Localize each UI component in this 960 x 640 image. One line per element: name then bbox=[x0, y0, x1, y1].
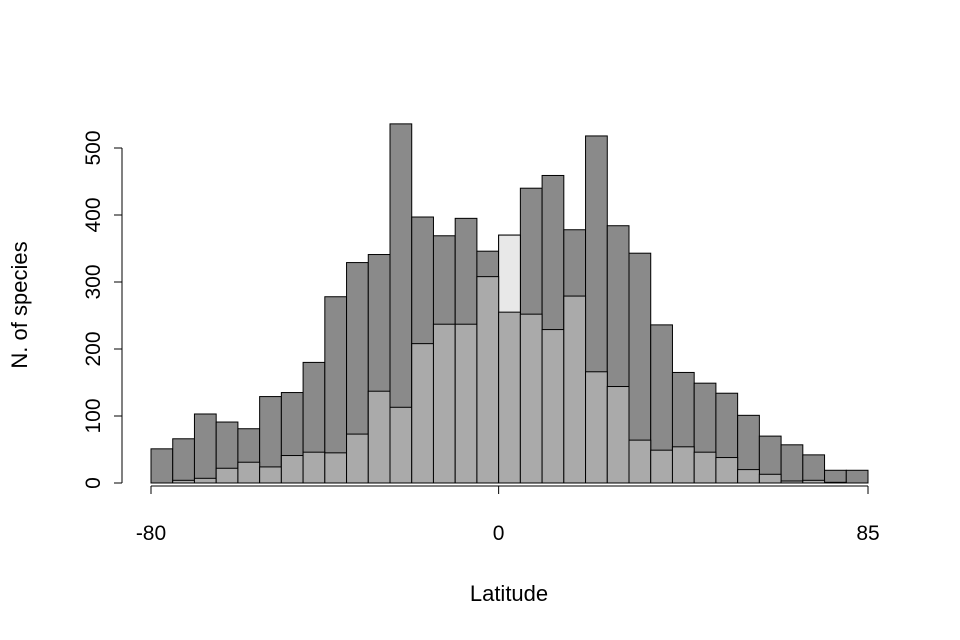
bar-series3-bin18 bbox=[519, 313, 543, 484]
bar-series3-bin10 bbox=[346, 433, 369, 484]
bar-series1-bin2 bbox=[172, 438, 195, 484]
bar-series3-bin6 bbox=[259, 466, 282, 484]
bar-series3-bin5 bbox=[237, 461, 261, 484]
bar-series3-bin23 bbox=[628, 439, 652, 484]
bar-series3-bin7 bbox=[280, 455, 304, 484]
bar-series3-bin22 bbox=[606, 386, 630, 484]
bar-series3-bin13 bbox=[411, 343, 434, 484]
x-tick-label: -80 bbox=[136, 522, 166, 545]
bar-series3-bin19 bbox=[541, 329, 565, 484]
bar-series3-bin32 bbox=[824, 481, 847, 484]
y-tick-label: 0 bbox=[82, 477, 105, 489]
y-tick-label: 400 bbox=[82, 197, 105, 232]
bar-series3-bin31 bbox=[802, 479, 826, 484]
bars-group bbox=[150, 123, 869, 484]
bar-series3-bin28 bbox=[737, 469, 760, 484]
y-axis: 0 100 200 300 400 500 bbox=[82, 130, 123, 489]
bar-series1-bin33 bbox=[845, 469, 869, 484]
bar-series1-bin1 bbox=[150, 448, 174, 484]
bar-series3-bin26 bbox=[693, 451, 717, 484]
bar-series1-bin30 bbox=[780, 444, 804, 484]
x-axis-title: Latitude bbox=[470, 581, 548, 606]
x-axis: -80 0 85 bbox=[136, 485, 880, 545]
bar-series3-bin20 bbox=[563, 295, 587, 484]
bar-series3-bin25 bbox=[671, 446, 695, 484]
bar-series3-bin2 bbox=[172, 479, 195, 484]
y-tick-label: 500 bbox=[82, 130, 105, 165]
y-tick-label: 100 bbox=[82, 398, 105, 433]
y-axis-title: N. of species bbox=[7, 241, 32, 368]
y-tick-label: 300 bbox=[82, 264, 105, 299]
bar-series3-bin21 bbox=[585, 371, 608, 484]
bar-series3-bin29 bbox=[758, 473, 782, 484]
bar-series3-bin4 bbox=[215, 467, 239, 484]
bar-series3-bin8 bbox=[302, 451, 326, 484]
bar-series3-bin3 bbox=[193, 477, 217, 484]
bar-series3-bin11 bbox=[367, 390, 391, 484]
bar-series1-bin3 bbox=[193, 413, 217, 484]
bar-series3-bin9 bbox=[324, 452, 348, 484]
bar-series3-bin24 bbox=[650, 449, 673, 484]
y-tick-label: 200 bbox=[82, 331, 105, 366]
bar-series3-bin16 bbox=[476, 276, 500, 484]
bar-series3-bin14 bbox=[432, 323, 456, 484]
x-tick-label: 0 bbox=[493, 522, 505, 545]
x-ticks: -80 0 85 bbox=[136, 486, 880, 545]
bar-series3-bin30 bbox=[780, 480, 804, 484]
bar-series3-bin17 bbox=[498, 311, 521, 484]
bar-series3-bin15 bbox=[454, 323, 478, 484]
x-tick-label: 85 bbox=[856, 522, 879, 545]
bar-series3-bin12 bbox=[389, 406, 413, 484]
bar-series3-bin27 bbox=[715, 457, 739, 484]
bar-series1-bin31 bbox=[802, 454, 826, 484]
bar-series1-bin32 bbox=[824, 469, 847, 484]
y-ticks: 0 100 200 300 400 500 bbox=[82, 130, 122, 489]
